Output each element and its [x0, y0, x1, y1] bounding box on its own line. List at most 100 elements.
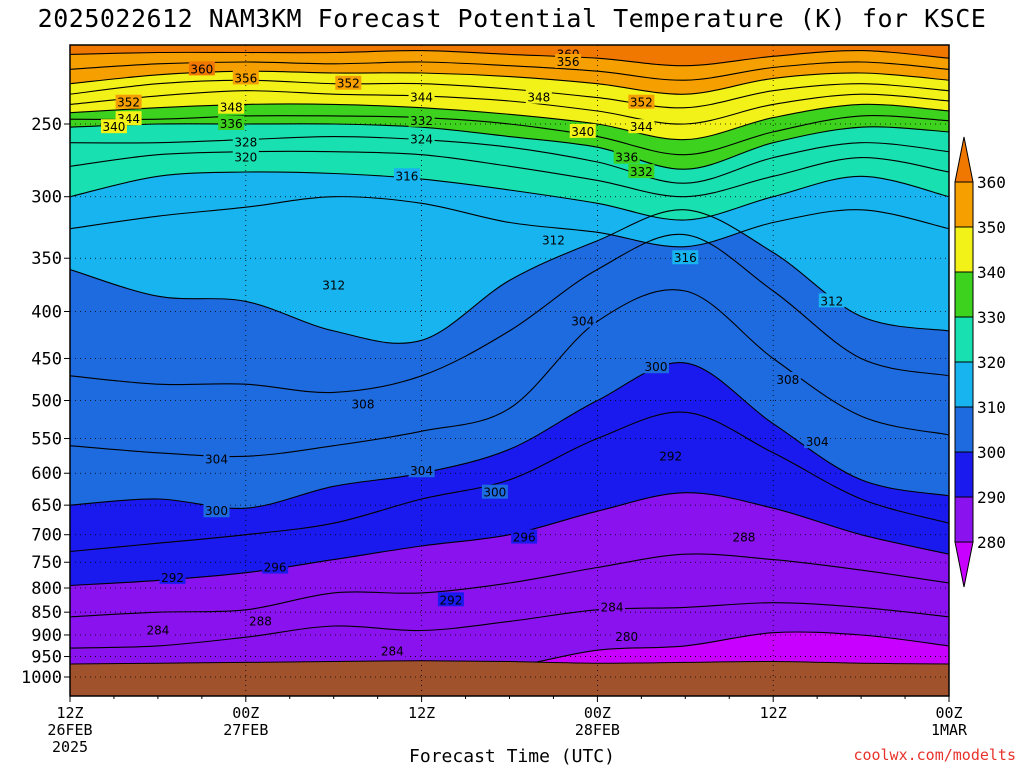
contour-label-360: 360 — [190, 62, 213, 76]
contour-label-bg — [100, 119, 127, 134]
isentrope-352 — [70, 70, 949, 95]
band-fill-360 — [70, 45, 949, 66]
contour-label-bg — [350, 396, 376, 411]
contour-label-352: 352 — [337, 77, 360, 91]
contour-label-bg — [657, 448, 684, 463]
contour-label-280: 280 — [615, 630, 638, 644]
contour-label-bg — [408, 131, 435, 146]
isentrope-312 — [70, 209, 949, 344]
y-tick-label: 250 — [31, 115, 62, 135]
contour-label-328: 328 — [234, 136, 257, 150]
isentrope-308 — [70, 233, 949, 394]
contour-label-bg — [408, 89, 435, 104]
contour-label-340: 340 — [102, 120, 125, 134]
isentrope-296 — [70, 411, 949, 553]
colorbar-segment — [954, 406, 974, 453]
contour-label-bg — [115, 94, 142, 109]
contour-label-bg — [525, 89, 552, 104]
contour-label-bg — [144, 622, 171, 637]
isentrope-316 — [70, 196, 949, 248]
x-tick-label: 28FEB — [575, 721, 620, 739]
y-tick-label: 550 — [31, 430, 62, 450]
contour-label-bg — [613, 149, 640, 164]
contour-label-284: 284 — [381, 644, 404, 658]
chart-title: 2025022612 NAM3KM Forecast Potential Tem… — [37, 4, 987, 33]
contour-label-356: 356 — [234, 71, 257, 85]
contour-label-bg — [218, 99, 245, 114]
isentrope-292 — [70, 492, 949, 587]
contour-label-bg — [188, 61, 215, 76]
x-tick-label: 26FEB — [47, 721, 92, 739]
contour-label-bg — [247, 613, 274, 628]
contour-label-bg — [379, 643, 406, 658]
contour-label-bg — [643, 359, 669, 374]
colorbar-label: 340 — [977, 263, 1006, 282]
contour-label-332: 332 — [630, 165, 653, 179]
contour-label-bg — [320, 277, 347, 292]
x-tick-label: 00Z — [935, 704, 962, 722]
contour-label-340: 340 — [571, 125, 594, 139]
contour-label-352: 352 — [630, 96, 653, 110]
contour-label-336: 336 — [220, 117, 243, 131]
colorbar-segment — [954, 271, 974, 318]
contour-label-bg — [628, 119, 655, 134]
isentrope-344 — [70, 90, 949, 125]
contour-label-304: 304 — [571, 314, 594, 328]
contour-label-bg — [203, 451, 230, 466]
contour-label-304: 304 — [410, 464, 433, 478]
contour-label-356: 356 — [557, 55, 580, 69]
contour-label-292: 292 — [161, 571, 184, 585]
contour-label-bg — [555, 53, 582, 68]
x-tick-label: 00Z — [232, 704, 259, 722]
below-ground-area — [70, 660, 949, 696]
colorbar-label: 330 — [977, 308, 1006, 327]
contour-label-316: 316 — [674, 251, 697, 265]
contour-label-352: 352 — [117, 96, 140, 110]
colorbar-segment — [954, 181, 974, 228]
y-tick-label: 300 — [31, 188, 62, 208]
contour-label-bg — [159, 569, 186, 584]
colorbar-segment — [954, 316, 974, 363]
contour-label-bg — [818, 293, 845, 308]
colorbar-label: 310 — [977, 398, 1006, 417]
isentrope-284 — [70, 602, 949, 649]
contour-label-bg — [511, 529, 538, 544]
colorbar-low-arrow — [954, 541, 974, 588]
ground-surface — [70, 660, 949, 696]
y-tick-label: 650 — [31, 496, 62, 516]
isentrope-324 — [70, 150, 949, 198]
contour-label-bg — [232, 70, 259, 85]
contour-label-bg — [481, 484, 508, 499]
contour-label-bg — [232, 134, 259, 149]
x-tick-label: 27FEB — [223, 721, 268, 739]
contour-label-292: 292 — [659, 449, 682, 463]
contour-label-bg — [335, 75, 362, 90]
colorbar-label: 300 — [977, 443, 1006, 462]
y-tick-label: 600 — [31, 464, 62, 484]
y-tick-label: 450 — [31, 349, 62, 369]
contour-label-bg — [628, 164, 655, 179]
contour-label-300: 300 — [483, 486, 506, 500]
contour-label-348: 348 — [527, 91, 550, 105]
contour-label-bg — [672, 250, 699, 265]
contour-label-bg — [804, 434, 831, 449]
y-tick-label: 800 — [31, 579, 62, 599]
y-tick-label: 950 — [31, 648, 62, 668]
contour-label-284: 284 — [601, 600, 624, 614]
contour-label-bg — [628, 94, 655, 109]
colorbar-segment — [954, 226, 974, 273]
contour-label-296: 296 — [264, 561, 287, 575]
contour-label-296: 296 — [513, 531, 536, 545]
contour-label-312: 312 — [542, 234, 565, 248]
contour-label-348: 348 — [220, 101, 243, 115]
credit-link[interactable]: coolwx.com/modelts — [853, 746, 1016, 764]
contour-label-bg — [613, 629, 640, 644]
contour-label-288: 288 — [732, 531, 755, 545]
y-tick-label: 750 — [31, 553, 62, 573]
contour-label-bg — [408, 463, 435, 478]
y-tick-label: 350 — [31, 249, 62, 269]
contour-label-bg — [774, 372, 801, 387]
x-tick-label: 12Z — [760, 704, 787, 722]
contour-label-bg — [232, 149, 259, 164]
